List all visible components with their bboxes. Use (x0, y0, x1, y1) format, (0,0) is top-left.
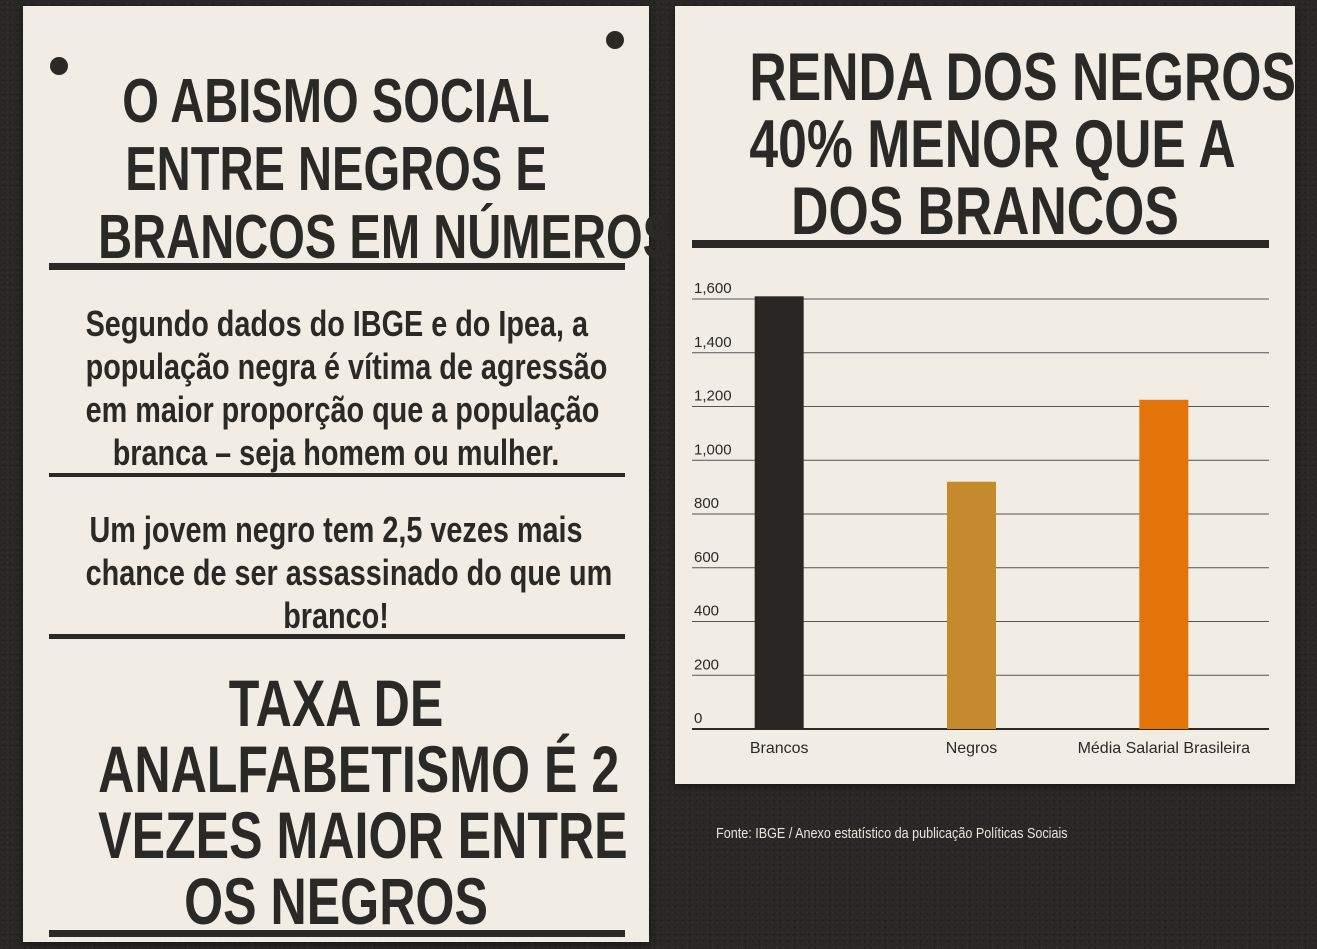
paragraph-line: branco! (283, 595, 389, 636)
divider (49, 473, 625, 477)
divider (49, 263, 625, 270)
paragraph-line: Um jovem negro tem 2,5 vezes mais (89, 509, 583, 550)
paragraph-line: em maior proporção que a população (85, 389, 600, 430)
y-tick-label: 800 (694, 495, 719, 512)
right-panel: RENDA DOS NEGROS É 40% MENOR QUE A DOS B… (675, 1, 1317, 784)
youth-paragraph: Um jovem negro tem 2,5 vezes mais chance… (23, 508, 649, 637)
divider (49, 930, 625, 937)
paragraph-line: Segundo dados do IBGE e do Ipea, a (85, 303, 589, 344)
x-tick-label: Negros (946, 740, 998, 757)
x-axis-labels: Brancos Negros Média Salarial Brasileira (750, 740, 1250, 757)
bar-negros (947, 481, 996, 729)
pin-dot-left (50, 57, 68, 75)
headline-line: OS NEGROS (184, 864, 488, 938)
income-bar-chart: 0 200 400 600 800 1,000 1,200 1,400 1,600 Branco… (692, 280, 1269, 757)
y-tick-label: 1,400 (694, 334, 732, 351)
left-title-line: O ABISMO SOCIAL (122, 67, 550, 136)
literacy-headline: TAXA DE ANALFABETISMO É 2 VEZES MAIOR EN… (23, 670, 649, 934)
headline-line: TAXA DE (228, 666, 444, 740)
divider (49, 634, 625, 639)
left-panel: O ABISMO SOCIAL ENTRE NEGROS E BRANCOS E… (23, 1, 675, 942)
headline-line: ANALFABETISMO É 2 (98, 732, 620, 806)
bar-brancos (754, 296, 804, 729)
y-tick-label: 0 (694, 710, 702, 727)
bar-m-dia-salarial-brasileira (1139, 399, 1189, 729)
bars (754, 296, 1189, 729)
y-tick-label: 1,200 (694, 388, 732, 405)
right-title-line: DOS BRANCOS (791, 173, 1179, 249)
intro-paragraph: Segundo dados do IBGE e do Ipea, a popul… (23, 302, 649, 474)
right-title-line: 40% MENOR QUE A (749, 106, 1236, 182)
left-title-line: ENTRE NEGROS E (125, 135, 547, 204)
paragraph-line: branca – seja homem ou mulher. (112, 432, 560, 473)
pin-dot-right (606, 31, 624, 49)
left-title-line: BRANCOS EM NÚMEROS (98, 203, 675, 272)
x-tick-label: Brancos (750, 740, 809, 757)
y-axis-ticks: 0 200 400 600 800 1,000 1,200 1,400 1,600 (694, 280, 732, 727)
paragraph-line: chance de ser assassinado do que um (85, 552, 613, 593)
right-title-line: RENDA DOS NEGROS É (749, 39, 1317, 115)
y-tick-label: 200 (694, 656, 719, 673)
left-title: O ABISMO SOCIAL ENTRE NEGROS E BRANCOS E… (23, 67, 675, 272)
paragraph-line: população negra é vítima de agressão (85, 346, 608, 387)
y-tick-label: 1,000 (694, 441, 732, 458)
y-tick-label: 400 (694, 603, 719, 620)
right-title: RENDA DOS NEGROS É 40% MENOR QUE A DOS B… (675, 39, 1317, 249)
y-tick-label: 600 (694, 549, 719, 566)
source-note: Fonte: IBGE / Anexo estatístico da publi… (716, 825, 1068, 842)
y-tick-label: 1,600 (694, 280, 732, 297)
x-tick-label: Média Salarial Brasileira (1078, 740, 1251, 757)
divider (692, 240, 1269, 248)
headline-line: VEZES MAIOR ENTRE (98, 798, 628, 872)
